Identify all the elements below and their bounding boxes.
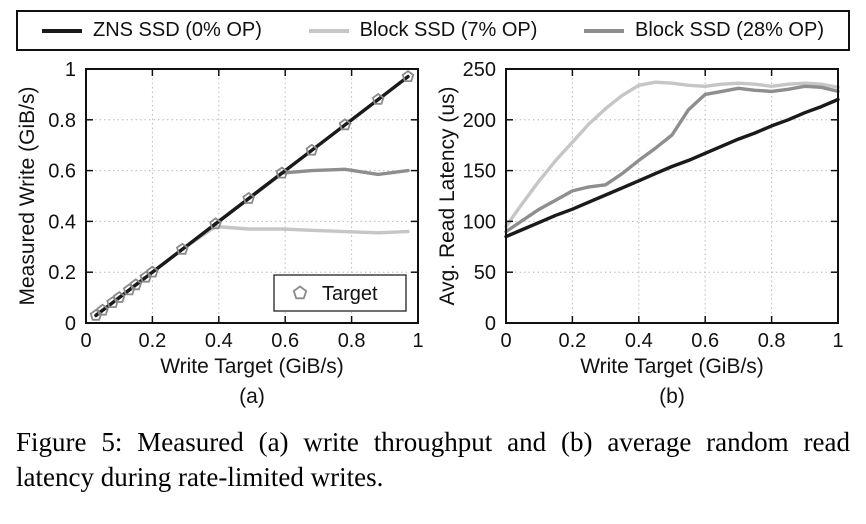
target-pentagon-marker <box>96 303 109 316</box>
target-pentagon-marker <box>129 278 143 291</box>
x-tick-label: 0.2 <box>138 330 166 352</box>
legend-item-block-ssd-7: Block SSD (7% OP) <box>308 19 538 42</box>
y-tick-label: 1 <box>65 59 76 81</box>
legend-label-zns: ZNS SSD (0% OP) <box>93 19 262 41</box>
legend-label-block7: Block SSD (7% OP) <box>359 19 538 41</box>
y-tick-label: 100 <box>463 211 496 233</box>
series-line-zns-ssd-0-op- <box>504 97 840 239</box>
x-tick-label: 0.4 <box>205 330 233 352</box>
subplot-letter: (a) <box>239 385 265 408</box>
x-tick-label: 1 <box>832 330 843 352</box>
y-tick-label: 0.6 <box>48 161 76 183</box>
target-pentagon-marker <box>146 265 159 278</box>
x-tick-label: 1 <box>412 330 423 352</box>
inner-legend-pentagon-icon <box>292 285 308 300</box>
zns-line-swatch <box>42 28 82 33</box>
target-pentagon-marker <box>175 242 189 255</box>
target-pentagon-marker <box>242 191 255 204</box>
subplot-letter: (b) <box>659 385 685 408</box>
target-pentagon-marker <box>275 166 289 179</box>
target-pentagon-marker <box>371 92 385 105</box>
legend-item-block-ssd-28: Block SSD (28% OP) <box>584 19 824 42</box>
y-tick-label: 0 <box>65 313 76 335</box>
y-tick-label: 200 <box>463 110 496 132</box>
target-pentagon-marker <box>122 283 136 296</box>
x-tick-label: 0 <box>500 330 511 352</box>
target-pentagon-marker <box>401 69 415 83</box>
target-pentagon-marker <box>305 143 319 156</box>
target-pentagon-marker <box>89 308 103 321</box>
y-tick-label: 250 <box>463 59 496 81</box>
y-tick-label: 0.8 <box>48 110 76 132</box>
y-tick-label: 50 <box>474 262 496 284</box>
series-line-block-ssd-28-op- <box>504 84 840 234</box>
y-axis-label: Avg. Read Latency (us) <box>436 86 459 305</box>
x-tick-label: 0 <box>80 330 91 352</box>
figure-5: ZNS SSD (0% OP) Block SSD (7% OP) Block … <box>14 10 852 495</box>
y-axis-label: Measured Write (GiB/s) <box>16 87 39 306</box>
x-axis-label: Write Target (GiB/s) <box>580 355 764 378</box>
x-tick-label: 0.6 <box>691 330 719 352</box>
figure-legend: ZNS SSD (0% OP) Block SSD (7% OP) Block … <box>16 10 850 51</box>
legend-item-zns-ssd: ZNS SSD (0% OP) <box>42 19 262 42</box>
target-pentagon-marker <box>139 270 153 283</box>
chart-b-read-latency: 0 0.2 0.4 0.6 0.8 1 0 50 100 150 200 250 Write Targe… <box>436 59 844 408</box>
target-pentagon-marker <box>106 296 119 309</box>
plot-border <box>505 68 839 324</box>
figure-caption: Figure 5: Measured (a) write throughput … <box>16 427 850 493</box>
x-tick-label: 0.4 <box>625 330 653 352</box>
plot-border <box>85 68 419 324</box>
y-tick-label: 0.2 <box>48 262 76 284</box>
figure-charts: 0 0.2 0.4 0.6 0.8 1 0 0.2 0.4 0.6 0.8 1 Write Target… <box>14 59 852 411</box>
inner-legend-label: Target <box>322 283 378 305</box>
x-tick-label: 0.6 <box>271 330 299 352</box>
chart-a-measured-write: 0 0.2 0.4 0.6 0.8 1 0 0.2 0.4 0.6 0.8 1 Write Target… <box>16 59 424 408</box>
y-tick-label: 150 <box>463 161 496 183</box>
target-pentagon-marker <box>112 290 126 303</box>
x-axis-label: Write Target (GiB/s) <box>160 355 344 378</box>
inner-legend-box <box>273 274 407 312</box>
x-tick-label: 0.8 <box>758 330 786 352</box>
block7-line-swatch <box>308 28 349 33</box>
x-tick-label: 0.2 <box>558 330 586 352</box>
legend-label-block28: Block SSD (28% OP) <box>635 19 824 41</box>
target-pentagon-marker <box>338 118 352 131</box>
y-tick-label: 0 <box>485 313 496 335</box>
x-tick-label: 0.8 <box>338 330 366 352</box>
target-pentagon-marker <box>209 217 222 230</box>
y-tick-label: 0.4 <box>48 211 76 233</box>
series-line-block-ssd-7-op- <box>504 80 840 229</box>
block28-line-swatch <box>584 28 625 33</box>
